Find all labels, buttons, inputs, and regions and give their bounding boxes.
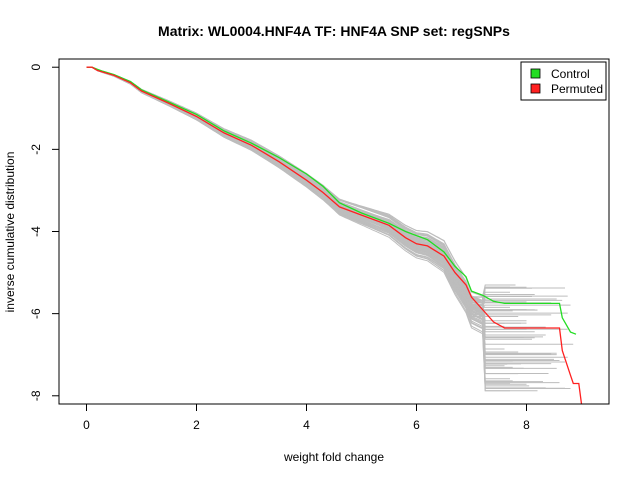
permutation-curve bbox=[86, 66, 513, 368]
y-tick-label: -8 bbox=[29, 390, 43, 401]
y-tick-label: -2 bbox=[29, 144, 43, 155]
x-axis-label: weight fold change bbox=[283, 450, 384, 464]
permutation-curve bbox=[86, 66, 546, 336]
permutation-curve bbox=[86, 66, 565, 389]
series-line-permuted bbox=[86, 66, 583, 405]
y-axis-label: inverse cumulative distribution bbox=[3, 152, 17, 313]
permutation-curve bbox=[86, 66, 508, 365]
y-axis: 0 -2 -4 -6 -8 bbox=[29, 64, 60, 401]
permutation-curve bbox=[86, 66, 546, 389]
permutation-curve bbox=[86, 66, 565, 363]
permutation-curve bbox=[86, 66, 505, 367]
x-tick-label: 4 bbox=[303, 418, 310, 432]
permutation-curve bbox=[86, 66, 505, 327]
permutation-curve bbox=[86, 66, 571, 309]
permutation-curve bbox=[86, 66, 524, 369]
permutation-curve bbox=[86, 66, 546, 328]
permutation-curve bbox=[86, 66, 513, 382]
permutation-curve bbox=[86, 66, 563, 301]
permutation-curve bbox=[86, 66, 519, 375]
permutation-curve bbox=[86, 66, 530, 387]
permutation-curve bbox=[86, 66, 543, 383]
plot-frame bbox=[58, 58, 610, 405]
legend-swatch bbox=[530, 83, 541, 94]
permutation-curve bbox=[86, 66, 510, 380]
legend-box bbox=[520, 61, 607, 101]
legend-swatch bbox=[530, 68, 541, 79]
x-tick-label: 6 bbox=[413, 418, 420, 432]
permutation-curve bbox=[86, 66, 568, 298]
permutation-curve bbox=[86, 66, 519, 353]
x-tick-label: 8 bbox=[523, 418, 530, 432]
legend-label: Control bbox=[551, 67, 590, 81]
permutation-curve bbox=[86, 66, 521, 365]
series-line-control bbox=[86, 66, 577, 335]
background-lines bbox=[86, 66, 574, 392]
y-tick-label: 0 bbox=[29, 64, 43, 71]
permutation-curve bbox=[86, 66, 505, 324]
y-tick-label: -4 bbox=[29, 226, 43, 237]
permutation-curve bbox=[86, 66, 527, 385]
legend-label: Permuted bbox=[551, 82, 603, 96]
y-tick-label: -6 bbox=[29, 308, 43, 319]
permutation-curve bbox=[86, 66, 524, 338]
x-tick-label: 0 bbox=[83, 418, 90, 432]
x-axis: 0 2 4 6 8 bbox=[83, 403, 530, 432]
x-tick-label: 2 bbox=[193, 418, 200, 432]
permutation-curve bbox=[86, 66, 513, 362]
permutation-curve bbox=[86, 66, 568, 358]
permutation-curve bbox=[86, 66, 565, 303]
permutation-curve bbox=[86, 66, 557, 356]
permutation-curve bbox=[86, 66, 505, 350]
chart-title: Matrix: WL0004.HNF4A TF: HNF4A SNP set: … bbox=[158, 23, 510, 39]
permutation-curve bbox=[86, 66, 538, 392]
permutation-curve bbox=[86, 66, 510, 385]
permutation-curve bbox=[86, 66, 510, 392]
series-lines bbox=[86, 66, 583, 405]
permutation-curve bbox=[86, 66, 571, 389]
